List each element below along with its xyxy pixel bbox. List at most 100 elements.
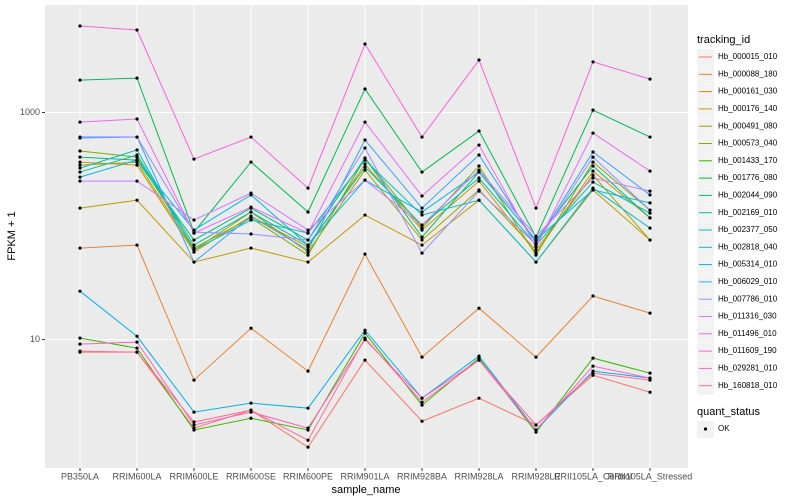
data-point xyxy=(477,396,481,400)
data-point xyxy=(420,419,424,423)
data-point xyxy=(135,179,139,183)
data-point xyxy=(420,135,424,139)
legend-label: Hb_160818_010 xyxy=(718,381,778,390)
data-point xyxy=(306,243,310,247)
data-point xyxy=(591,371,595,375)
data-point xyxy=(591,188,595,192)
data-point xyxy=(135,28,139,32)
data-point xyxy=(648,211,652,215)
data-point xyxy=(591,176,595,180)
data-point xyxy=(135,158,139,162)
legend-label: Hb_000161_030 xyxy=(718,87,778,96)
data-point xyxy=(591,364,595,368)
legend-label: Hb_011609_190 xyxy=(718,346,777,355)
data-point xyxy=(192,260,196,264)
data-point xyxy=(648,238,652,242)
legend-label: Hb_006029_010 xyxy=(718,277,778,286)
legend-label: Hb_005314_010 xyxy=(718,260,778,269)
data-point xyxy=(192,238,196,242)
data-point xyxy=(249,205,253,209)
data-point xyxy=(477,164,481,168)
data-point xyxy=(534,238,538,242)
x-tick-label: RRIM928LE xyxy=(511,471,560,481)
data-point xyxy=(249,160,253,164)
data-point xyxy=(477,129,481,133)
data-point xyxy=(534,234,538,238)
data-point xyxy=(420,170,424,174)
data-point xyxy=(363,252,367,256)
data-point xyxy=(363,42,367,46)
data-point xyxy=(534,260,538,264)
data-point xyxy=(78,155,82,159)
data-point xyxy=(135,148,139,152)
data-point xyxy=(363,178,367,182)
data-point xyxy=(78,120,82,124)
data-point xyxy=(648,226,652,230)
data-point xyxy=(420,396,424,400)
data-point xyxy=(477,354,481,358)
legend-label: Hb_002818_040 xyxy=(718,242,778,251)
data-point xyxy=(648,135,652,139)
data-point xyxy=(648,371,652,375)
data-point xyxy=(249,218,253,222)
data-point xyxy=(363,358,367,362)
data-point xyxy=(363,162,367,166)
data-point xyxy=(135,340,139,344)
data-point xyxy=(591,108,595,112)
data-point xyxy=(306,438,310,442)
legend-label: Hb_000573_040 xyxy=(718,139,778,148)
data-point xyxy=(249,214,253,218)
data-point xyxy=(591,150,595,154)
data-point xyxy=(135,117,139,121)
data-point xyxy=(249,135,253,139)
panel xyxy=(45,5,688,468)
data-point xyxy=(192,157,196,161)
data-point xyxy=(648,216,652,220)
data-point xyxy=(591,180,595,184)
data-point xyxy=(135,243,139,247)
data-point xyxy=(306,238,310,242)
data-point xyxy=(420,213,424,217)
legend-label: Hb_002377_050 xyxy=(718,225,778,234)
data-point xyxy=(591,160,595,164)
data-point xyxy=(534,245,538,249)
data-point xyxy=(420,238,424,242)
data-point xyxy=(591,356,595,360)
data-point xyxy=(648,390,652,394)
y-tick-label: 1000 xyxy=(20,107,40,117)
data-point xyxy=(306,369,310,373)
data-point xyxy=(306,445,310,449)
legend-label: Hb_000491_080 xyxy=(718,121,778,130)
legend-label: Hb_007786_010 xyxy=(718,294,778,303)
data-point xyxy=(477,358,481,362)
data-point xyxy=(648,208,652,212)
data-point xyxy=(78,166,82,170)
data-point xyxy=(477,168,481,172)
data-point xyxy=(363,158,367,162)
data-point xyxy=(591,294,595,298)
x-tick-label: RRII105LA_Stressed xyxy=(608,471,693,481)
data-point xyxy=(363,168,367,172)
data-point xyxy=(363,336,367,340)
legend-label: Hb_000088_180 xyxy=(718,69,778,78)
data-point xyxy=(192,410,196,414)
data-point xyxy=(306,186,310,190)
x-tick-label: RRIM600SE xyxy=(226,471,276,481)
x-tick-label: RRIM600PE xyxy=(283,471,333,481)
data-point xyxy=(420,251,424,255)
data-point xyxy=(135,135,139,139)
data-point xyxy=(78,206,82,210)
data-point xyxy=(477,153,481,157)
legend-label: Hb_002044_090 xyxy=(718,191,778,200)
data-point xyxy=(249,191,253,195)
data-point xyxy=(420,194,424,198)
data-point xyxy=(591,173,595,177)
data-point xyxy=(534,248,538,252)
data-point xyxy=(648,201,652,205)
x-tick-label: RRIM600LA xyxy=(112,471,161,481)
data-point xyxy=(363,328,367,332)
data-point xyxy=(591,164,595,168)
data-point xyxy=(363,120,367,124)
data-point xyxy=(78,336,82,340)
